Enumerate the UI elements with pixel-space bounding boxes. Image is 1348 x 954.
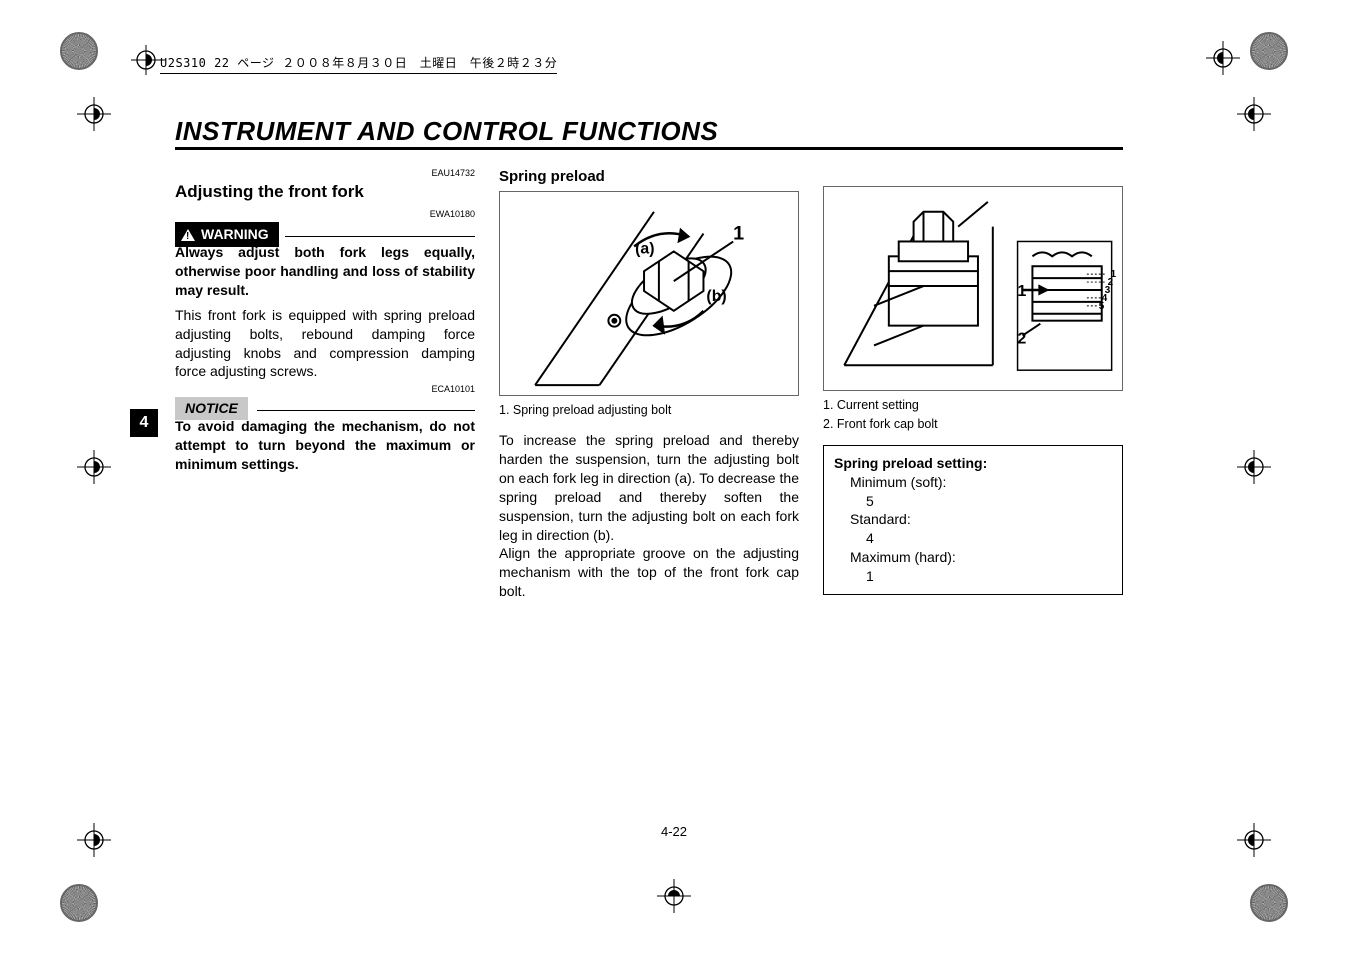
cross-bottom-center [654, 876, 694, 916]
spec-min-val: 5 [834, 492, 1112, 511]
notice-rule [257, 410, 475, 411]
spec-max-val: 1 [834, 567, 1112, 586]
column-2: Spring preload [499, 167, 799, 601]
file-header: U2S310 22 ページ ２００８年８月３０日 土曜日 午後２時２３分 [160, 54, 557, 74]
crop-top-left [36, 35, 166, 85]
spec-min-key: Minimum (soft): [834, 473, 1112, 492]
spec-std-key: Standard: [834, 510, 1112, 529]
section-subtitle: Adjusting the front fork [175, 181, 475, 204]
burst-bottom-right [1250, 884, 1288, 922]
warning-rule [285, 236, 475, 237]
spec-box: Spring preload setting: Minimum (soft): … [823, 445, 1123, 595]
column-1: EAU14732 Adjusting the front fork EWA101… [175, 167, 475, 601]
cross-upper-left [74, 94, 114, 134]
fig1-label-b: (b) [706, 288, 726, 305]
figure-cap-bolt: 1 2 1 2 3 4 5 [823, 186, 1123, 391]
burst-bottom-left [60, 884, 98, 922]
cross-top-right2 [1203, 38, 1243, 78]
spec-std-val: 4 [834, 529, 1112, 548]
content-columns: EAU14732 Adjusting the front fork EWA101… [175, 167, 1123, 601]
ref-code-3: ECA10101 [175, 383, 475, 395]
figure2-caption-2: 2. Front fork cap bolt [823, 416, 1123, 433]
fig2-label-2: 2 [1018, 330, 1027, 347]
fig1-label-a: (a) [635, 241, 654, 258]
warning-label: WARNING [201, 225, 269, 244]
intro-body: This front fork is equipped with spring … [175, 306, 475, 382]
page-number: 4-22 [0, 824, 1348, 839]
ref-code-1: EAU14732 [175, 167, 475, 179]
page-title: INSTRUMENT AND CONTROL FUNCTIONS [175, 116, 718, 147]
col2-body: To increase the spring preload and there… [499, 431, 799, 601]
column-3: 1 2 1 2 3 4 5 1. Current setting 2. Fron… [823, 167, 1123, 601]
subheading-spring-preload: Spring preload [499, 167, 799, 187]
spec-max-key: Maximum (hard): [834, 548, 1112, 567]
burst-top-right [1250, 32, 1288, 70]
spec-title: Spring preload setting: [834, 454, 1112, 473]
fig1-label-1: 1 [733, 223, 744, 245]
warning-triangle-icon [181, 229, 195, 241]
cross-mid-left [74, 447, 114, 487]
fig2-scale-5: 5 [1099, 301, 1105, 312]
cross-mid-right [1234, 447, 1274, 487]
figure-fork-bolt: (a) (b) 1 [499, 191, 799, 396]
warning-text: Always adjust both fork legs equally, ot… [175, 243, 475, 300]
figure2-caption-1: 1. Current setting [823, 397, 1123, 414]
ref-code-2: EWA10180 [175, 208, 475, 220]
notice-label: NOTICE [185, 400, 238, 416]
burst-top-left [60, 32, 98, 70]
chapter-tab: 4 [130, 409, 158, 437]
title-underline [175, 147, 1123, 150]
notice-text: To avoid damaging the mechanism, do not … [175, 417, 475, 474]
figure1-caption: 1. Spring preload adjusting bolt [499, 402, 799, 419]
fig2-label-1: 1 [1018, 283, 1027, 300]
cross-upper-right [1234, 94, 1274, 134]
